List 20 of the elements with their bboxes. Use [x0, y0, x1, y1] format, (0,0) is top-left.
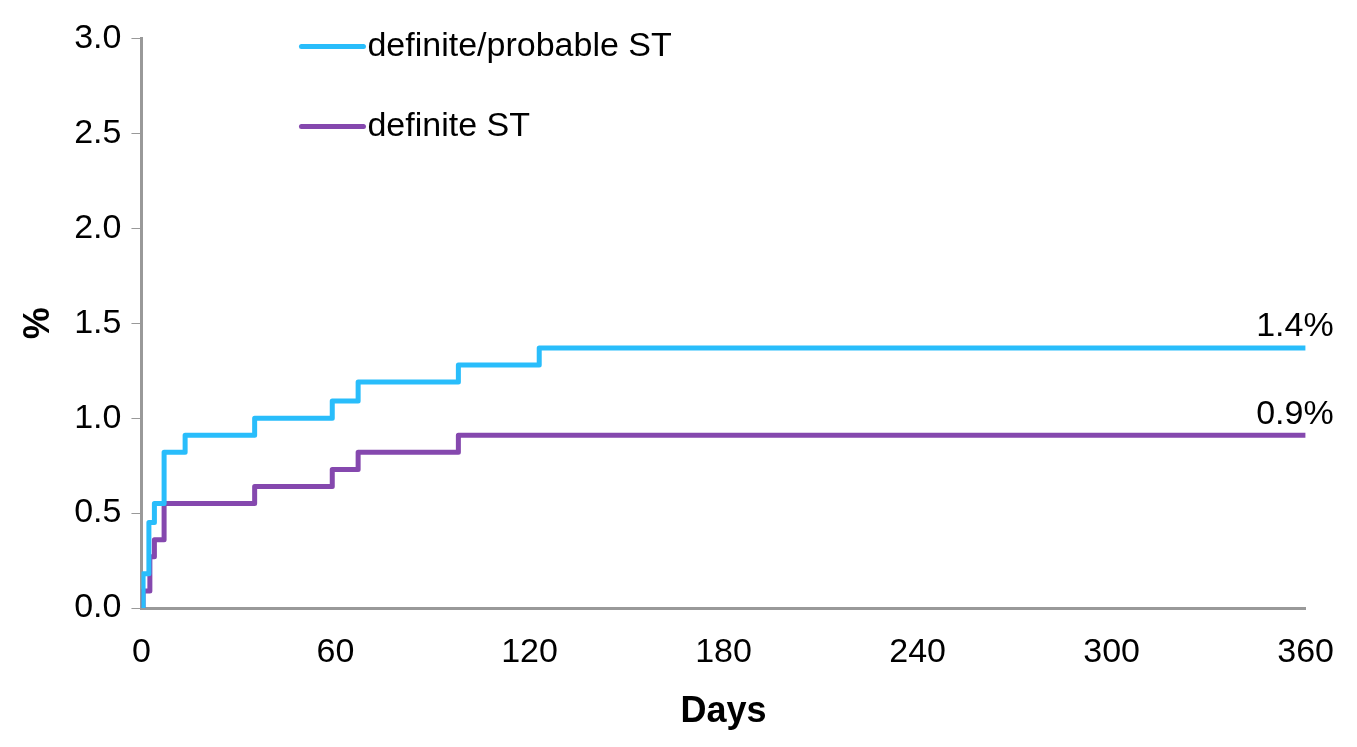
- y-axis-title: %: [15, 307, 57, 340]
- x-axis-title: Days: [680, 689, 767, 731]
- legend-label: definite ST: [367, 104, 530, 143]
- y-tick-label: 0.0: [74, 586, 122, 625]
- annotation: 1.4%: [1256, 305, 1334, 344]
- y-tick-label: 1.0: [74, 396, 122, 435]
- x-tick-label: 240: [889, 630, 946, 669]
- y-tick-label: 2.5: [74, 111, 122, 150]
- y-tick-label: 1.5: [74, 301, 122, 340]
- annotation: 0.9%: [1256, 392, 1334, 431]
- x-tick-label: 0: [132, 630, 151, 669]
- x-tick-label: 300: [1083, 630, 1140, 669]
- y-tick-label: 0.5: [74, 491, 122, 530]
- x-tick-label: 360: [1277, 630, 1334, 669]
- x-tick-label: 180: [695, 630, 752, 669]
- legend-label: definite/probable ST: [367, 24, 672, 63]
- x-tick-label: 120: [501, 630, 558, 669]
- x-tick-label: 60: [316, 630, 355, 669]
- y-tick-label: 3.0: [74, 16, 122, 55]
- y-tick-label: 2.0: [74, 206, 122, 245]
